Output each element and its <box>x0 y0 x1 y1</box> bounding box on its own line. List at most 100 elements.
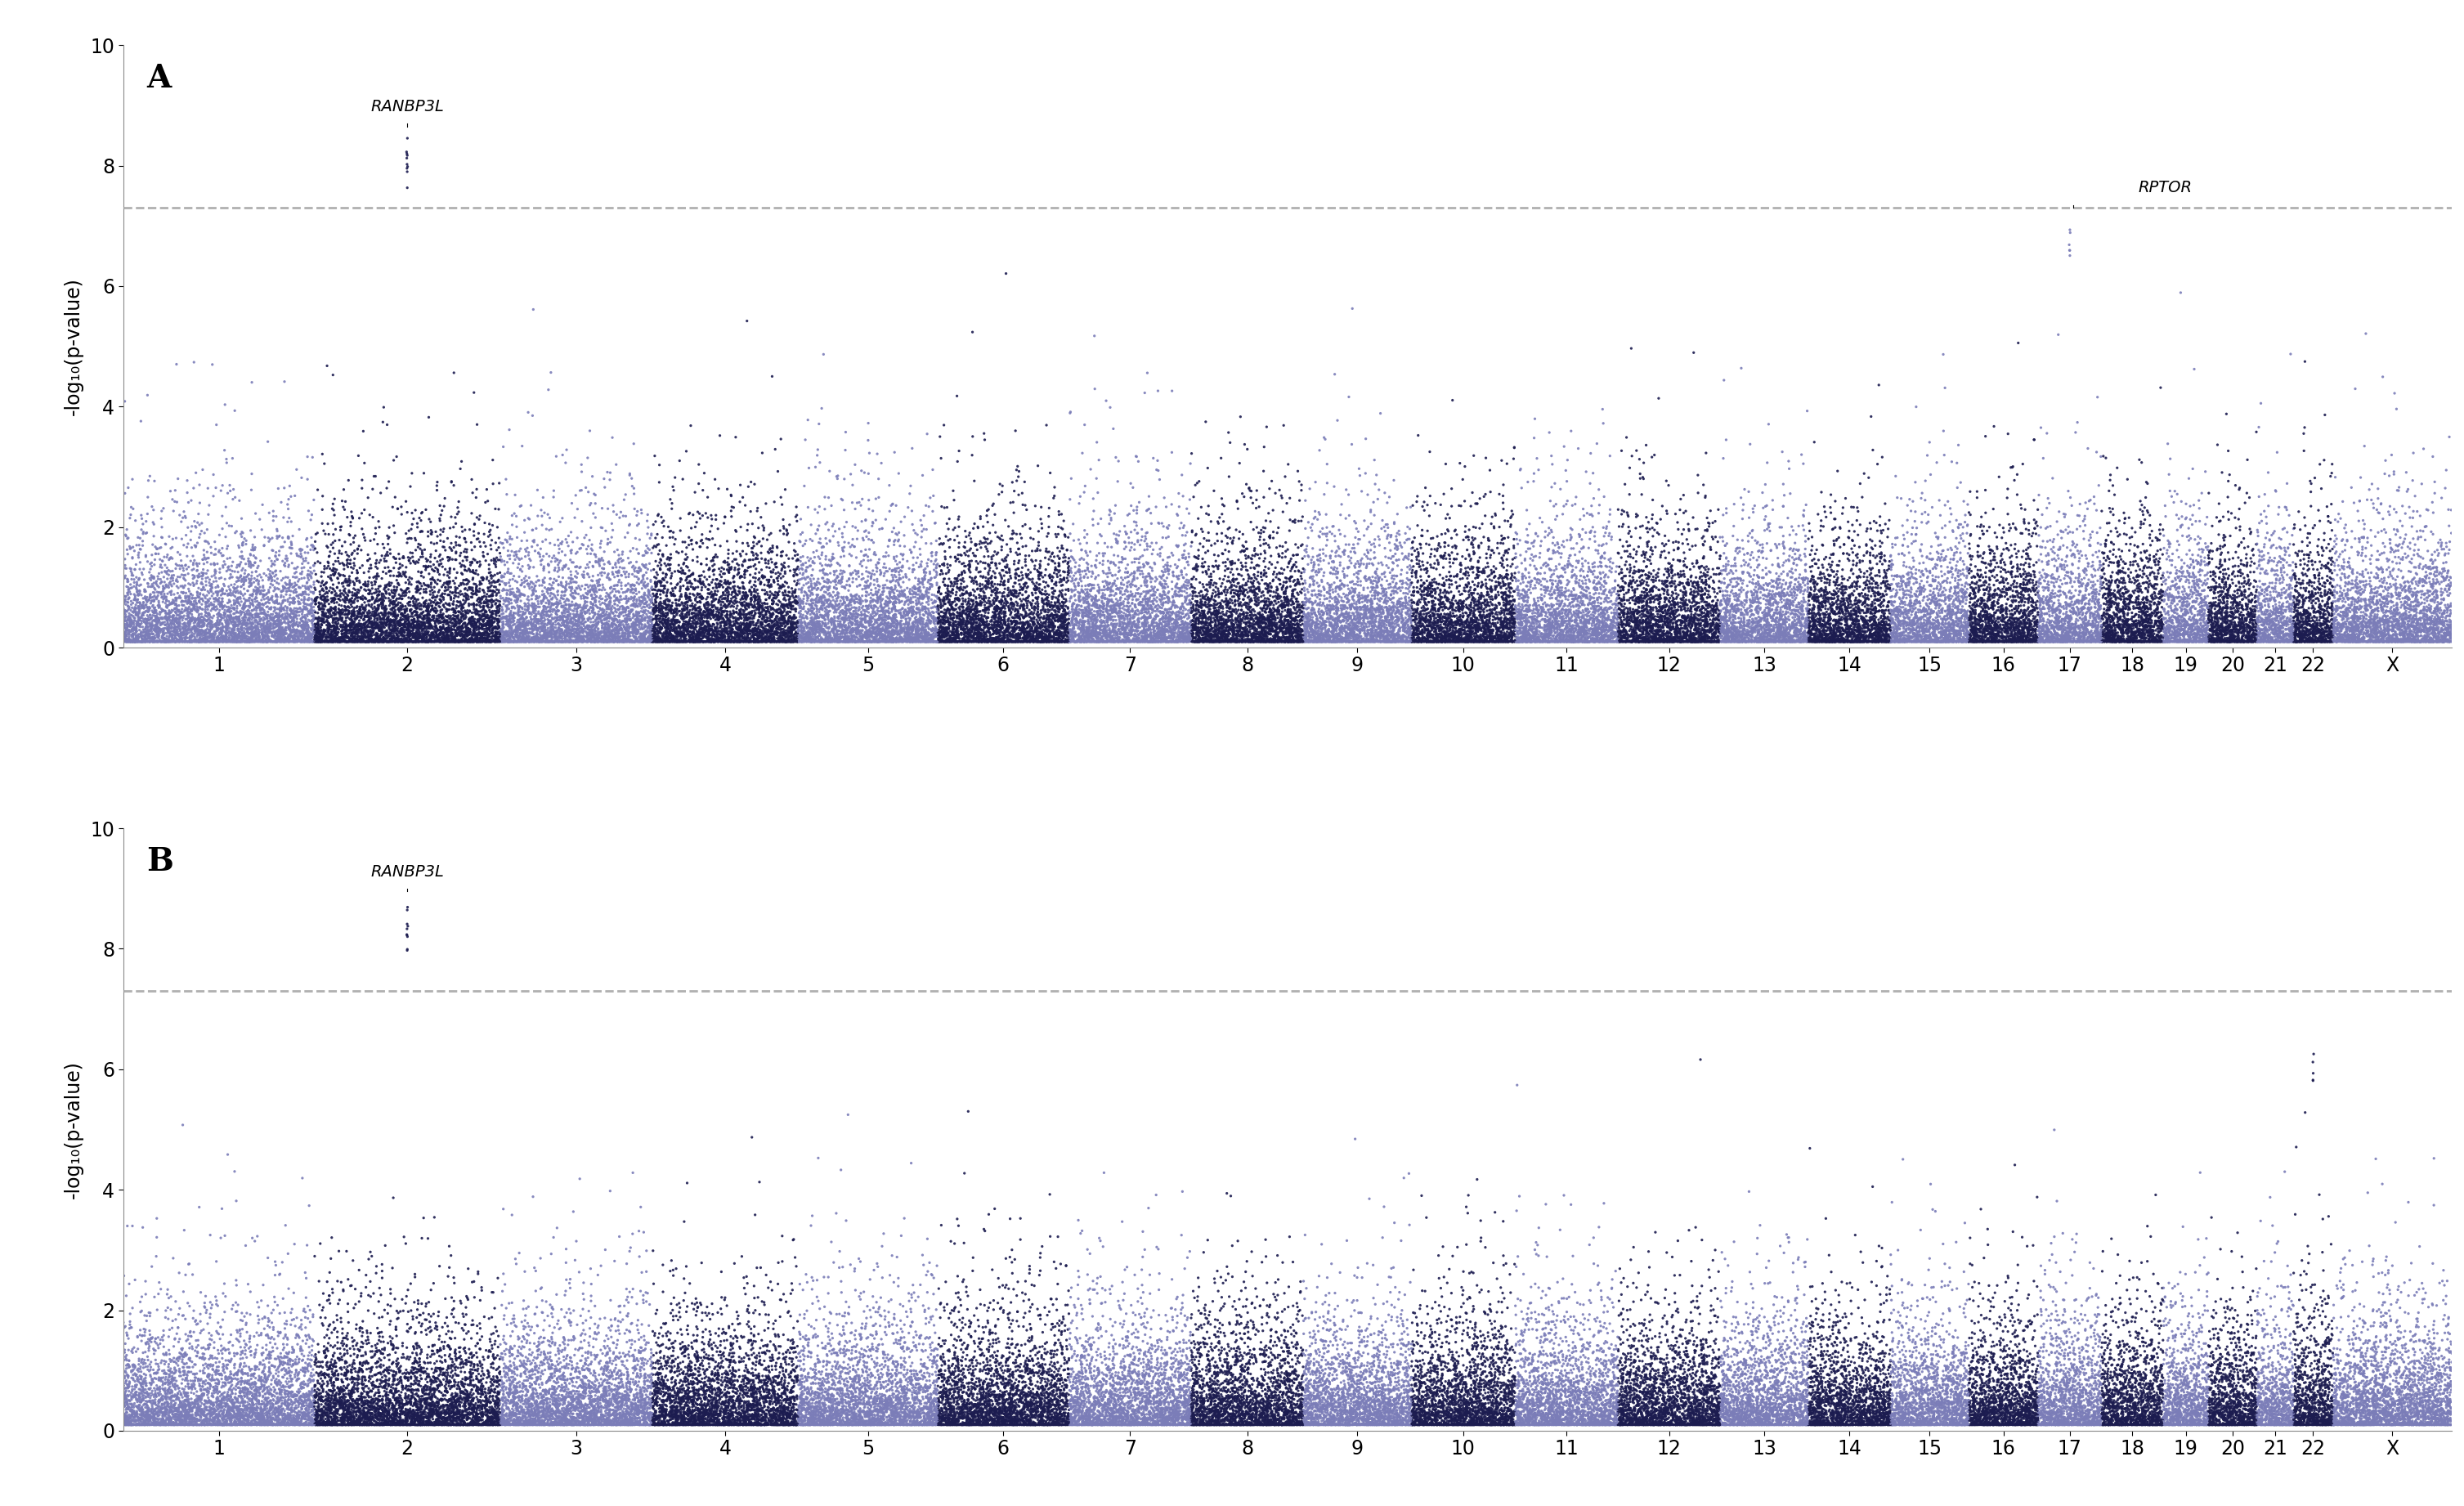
Point <box>549 1399 589 1423</box>
Point <box>140 553 180 577</box>
Point <box>2385 574 2425 598</box>
Point <box>1779 545 1818 569</box>
Point <box>1589 1336 1629 1360</box>
Point <box>1902 611 1942 636</box>
Point <box>1878 526 1917 550</box>
Point <box>1018 1393 1057 1417</box>
Point <box>382 578 421 602</box>
Point <box>823 584 862 608</box>
Point <box>1271 1348 1311 1372</box>
Point <box>828 628 867 652</box>
Point <box>1764 1348 1804 1372</box>
Point <box>1574 583 1614 607</box>
Point <box>1429 1398 1469 1422</box>
Point <box>2129 1413 2168 1437</box>
Point <box>1018 1376 1057 1401</box>
Point <box>384 1224 424 1248</box>
Point <box>1609 625 1648 649</box>
Point <box>2070 568 2109 592</box>
Point <box>505 1384 545 1408</box>
Point <box>1804 619 1843 643</box>
Point <box>335 587 375 611</box>
Point <box>1540 583 1579 607</box>
Point <box>695 1369 734 1393</box>
Point <box>1335 554 1375 578</box>
Point <box>951 1396 991 1420</box>
Point <box>934 1408 973 1432</box>
Point <box>1846 590 1885 614</box>
Point <box>1368 630 1407 654</box>
Point <box>542 1367 582 1392</box>
Point <box>1951 602 1991 626</box>
Point <box>821 1398 860 1422</box>
Point <box>641 1404 680 1428</box>
Point <box>1663 559 1703 583</box>
Point <box>261 1369 301 1393</box>
Point <box>375 1413 414 1437</box>
Point <box>1104 630 1143 654</box>
Point <box>678 1316 717 1340</box>
Point <box>1831 1405 1870 1429</box>
Point <box>362 620 402 645</box>
Point <box>525 1330 564 1354</box>
Point <box>1296 589 1335 613</box>
Point <box>1429 1413 1469 1437</box>
Point <box>1641 598 1680 622</box>
Point <box>2272 625 2311 649</box>
Point <box>1456 1373 1496 1398</box>
Point <box>2129 592 2168 616</box>
Point <box>944 626 983 651</box>
Point <box>244 583 283 607</box>
Point <box>813 547 853 571</box>
Point <box>2272 630 2311 654</box>
Point <box>1217 1413 1257 1437</box>
Point <box>665 1340 705 1364</box>
Point <box>1710 1369 1749 1393</box>
Point <box>468 1389 508 1413</box>
Point <box>732 620 771 645</box>
Point <box>564 592 604 616</box>
Point <box>966 616 1005 640</box>
Point <box>254 1387 293 1411</box>
Point <box>1207 590 1247 614</box>
Point <box>2378 598 2417 622</box>
Point <box>2306 568 2346 592</box>
Point <box>1178 1363 1217 1387</box>
Point <box>816 623 855 648</box>
Point <box>1126 575 1165 599</box>
Point <box>1013 1398 1052 1422</box>
Point <box>747 630 786 654</box>
Point <box>1779 617 1818 642</box>
Point <box>567 616 606 640</box>
Point <box>781 1376 821 1401</box>
Point <box>113 1413 153 1437</box>
Point <box>1525 1321 1565 1345</box>
Point <box>2277 1410 2316 1434</box>
Point <box>1025 1395 1064 1419</box>
Point <box>833 623 872 648</box>
Point <box>2186 1408 2225 1432</box>
Point <box>306 593 345 617</box>
Point <box>1932 538 1971 562</box>
Point <box>1636 608 1676 633</box>
Point <box>949 599 988 623</box>
Point <box>2173 625 2213 649</box>
Point <box>646 1351 685 1375</box>
Point <box>547 1398 586 1422</box>
Point <box>313 1280 352 1304</box>
Point <box>954 598 993 622</box>
Point <box>1326 563 1365 587</box>
Point <box>1266 608 1306 633</box>
Point <box>1841 619 1880 643</box>
Point <box>618 1396 658 1420</box>
Point <box>1449 1202 1488 1226</box>
Point <box>1570 584 1609 608</box>
Point <box>1409 604 1449 628</box>
Point <box>1476 1402 1515 1426</box>
Point <box>1619 599 1658 623</box>
Point <box>1949 630 1988 654</box>
Point <box>1299 596 1338 620</box>
Point <box>1937 1336 1976 1360</box>
Point <box>2240 1310 2279 1334</box>
Point <box>599 1224 638 1248</box>
